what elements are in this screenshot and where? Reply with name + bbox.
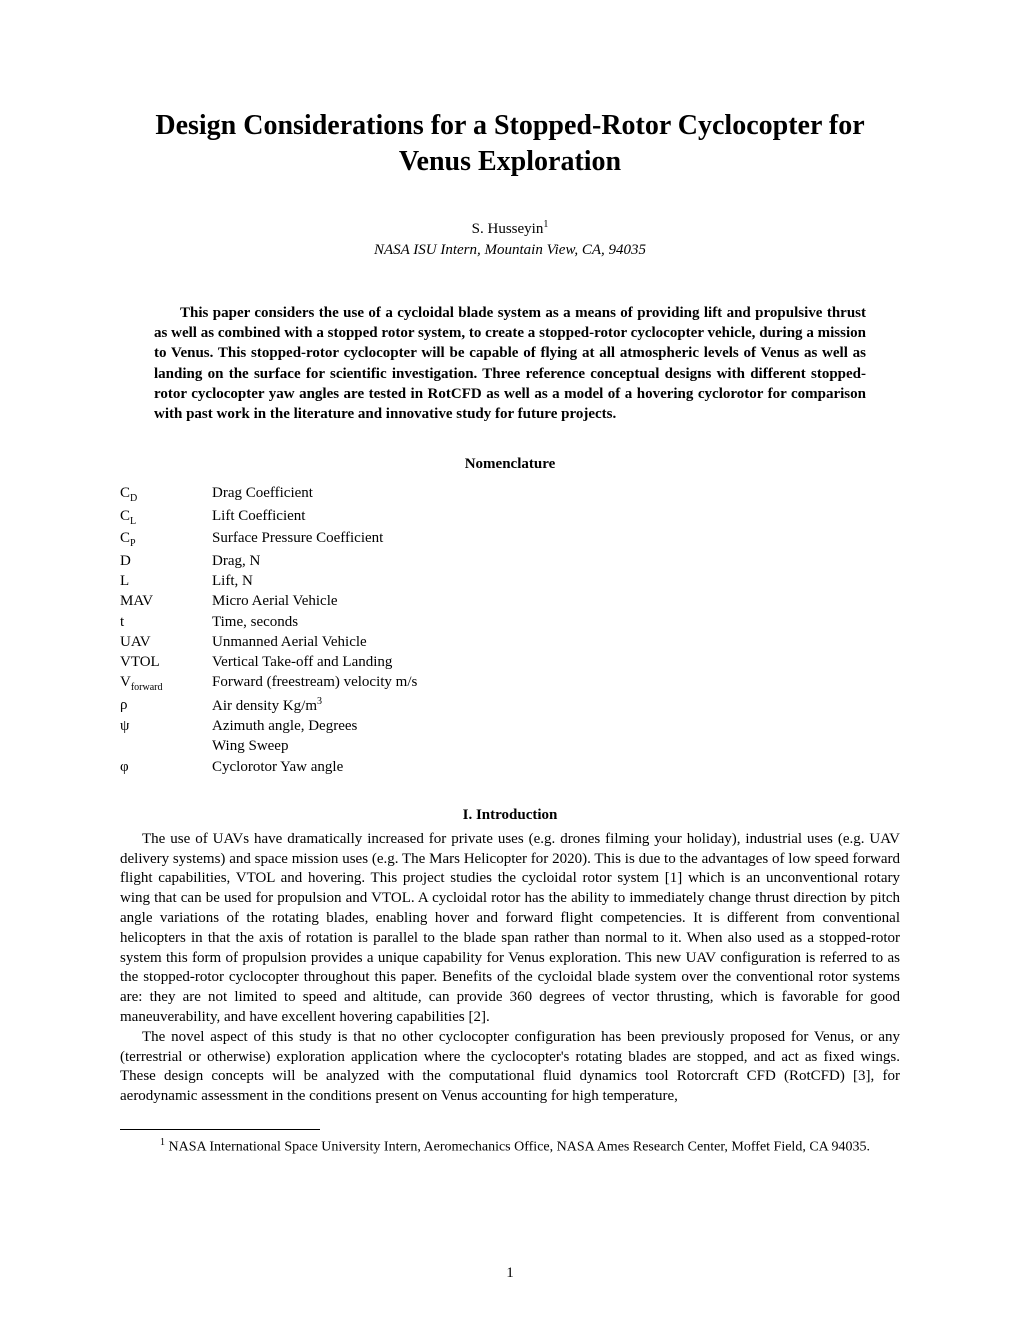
nom-definition: Lift Coefficient — [212, 506, 900, 529]
nom-symbol: φ — [120, 759, 129, 775]
nomenclature-row: D Drag, N — [120, 551, 900, 571]
nom-symbol: MAV — [120, 593, 153, 609]
nomenclature-row: VTOL Vertical Take-off and Landing — [120, 652, 900, 672]
page-number: 1 — [0, 1265, 1020, 1282]
introduction-heading: I. Introduction — [120, 807, 900, 824]
nom-symbol: VTOL — [120, 654, 160, 670]
nom-symbol: UAV — [120, 634, 151, 650]
nomenclature-row: CL Lift Coefficient — [120, 506, 900, 529]
nomenclature-row: CP Surface Pressure Coefficient — [120, 528, 900, 551]
abstract-block: This paper considers the use of a cycloi… — [120, 303, 900, 425]
author-name: S. Husseyin — [472, 221, 544, 237]
nom-definition: Drag Coefficient — [212, 483, 900, 506]
nom-symbol: ρ — [120, 697, 128, 713]
nomenclature-row: φ Cyclorotor Yaw angle — [120, 757, 900, 777]
footnote-1: 1 NASA International Space University In… — [120, 1136, 900, 1157]
nom-symbol: V — [120, 674, 131, 690]
nom-definition: Time, seconds — [212, 612, 900, 632]
nom-symbol: t — [120, 614, 124, 630]
nom-subscript: P — [130, 538, 136, 549]
nom-subscript: D — [130, 493, 137, 504]
abstract-text: This paper considers the use of a cycloi… — [154, 305, 866, 422]
nom-subscript: L — [130, 516, 136, 527]
nom-definition: Forward (freestream) velocity m/s — [212, 672, 900, 695]
nom-definition: Drag, N — [212, 551, 900, 571]
nom-symbol: ψ — [120, 718, 129, 734]
nomenclature-row: CD Drag Coefficient — [120, 483, 900, 506]
nomenclature-row: ρ Air density Kg/m3 — [120, 695, 900, 716]
nomenclature-row: L Lift, N — [120, 571, 900, 591]
nom-definition: Azimuth angle, Degrees — [212, 716, 900, 736]
nom-symbol: D — [120, 553, 131, 569]
nomenclature-table: CD Drag Coefficient CL Lift Coefficient … — [120, 483, 900, 777]
nom-definition: Unmanned Aerial Vehicle — [212, 632, 900, 652]
footnote-rule — [120, 1129, 320, 1130]
nom-definition: Wing Sweep — [212, 736, 900, 756]
nom-symbol: C — [120, 485, 130, 501]
author-superscript: 1 — [543, 219, 548, 230]
nomenclature-row: ψ Azimuth angle, Degrees — [120, 716, 900, 736]
author-line: S. Husseyin1 — [120, 219, 900, 238]
nom-definition: Lift, N — [212, 571, 900, 591]
nomenclature-heading: Nomenclature — [120, 456, 900, 473]
author-affiliation: NASA ISU Intern, Mountain View, CA, 9403… — [120, 242, 900, 259]
nom-definition: Surface Pressure Coefficient — [212, 528, 900, 551]
nom-symbol: L — [120, 573, 129, 589]
nom-definition: Cyclorotor Yaw angle — [212, 757, 900, 777]
nom-definition: Micro Aerial Vehicle — [212, 591, 900, 611]
nomenclature-row: UAV Unmanned Aerial Vehicle — [120, 632, 900, 652]
nom-subscript: forward — [131, 682, 163, 693]
nom-definition: Vertical Take-off and Landing — [212, 652, 900, 672]
intro-paragraph-2: The novel aspect of this study is that n… — [120, 1028, 900, 1107]
paper-title: Design Considerations for a Stopped-Roto… — [120, 108, 900, 181]
intro-paragraph-1: The use of UAVs have dramatically increa… — [120, 830, 900, 1028]
nomenclature-row: t Time, seconds — [120, 612, 900, 632]
nomenclature-row: Wing Sweep — [120, 736, 900, 756]
nom-symbol: C — [120, 530, 130, 546]
footnote-text: NASA International Space University Inte… — [165, 1140, 870, 1155]
nom-definition: Air density Kg/m3 — [212, 695, 900, 716]
nomenclature-row: Vforward Forward (freestream) velocity m… — [120, 672, 900, 695]
nomenclature-row: MAV Micro Aerial Vehicle — [120, 591, 900, 611]
nom-symbol: C — [120, 508, 130, 524]
